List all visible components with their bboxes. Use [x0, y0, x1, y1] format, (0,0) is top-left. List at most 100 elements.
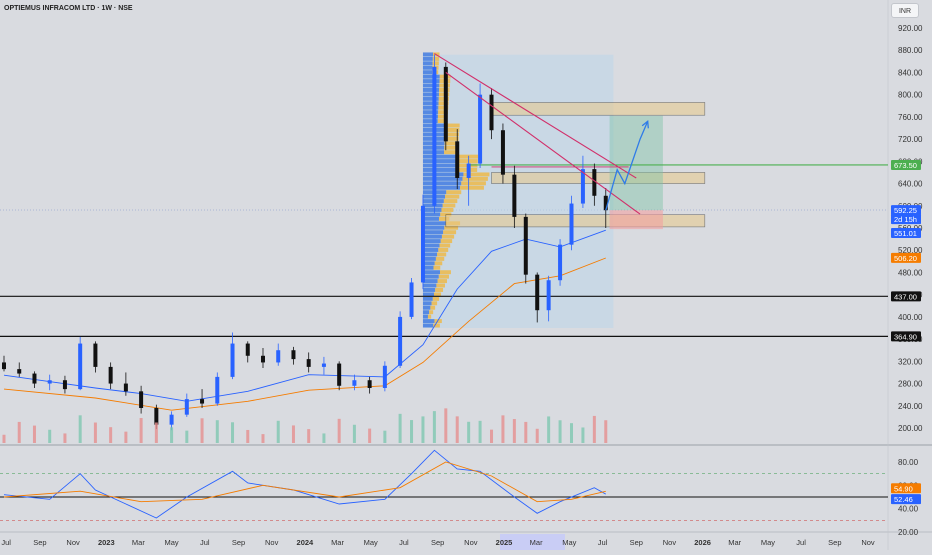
volume-profile-bar — [433, 265, 441, 270]
volume-bar — [307, 429, 311, 443]
volume-bar — [512, 419, 516, 443]
volume-profile-bar — [446, 190, 462, 195]
volume-profile-bar — [422, 252, 438, 257]
volume-bar — [604, 420, 608, 443]
volume-profile-bar — [422, 314, 428, 319]
rsi-series-1 — [3, 449, 607, 519]
projection-arrow-head — [641, 120, 649, 129]
time-tick-label: Jul — [399, 538, 409, 547]
price-tick-label: 800.00 — [898, 91, 923, 100]
volume-bar — [352, 424, 356, 443]
currency-button[interactable]: INR — [891, 3, 919, 18]
candle-body — [546, 280, 551, 311]
volume-bar — [139, 418, 143, 443]
volume-profile-bar — [422, 274, 439, 279]
volume-bar — [2, 434, 6, 443]
volume-profile-bar — [439, 216, 450, 221]
volume-bar — [558, 420, 562, 443]
time-tick-label: Mar — [331, 538, 344, 547]
volume-profile-bar — [444, 225, 459, 230]
volume-profile-bar — [427, 314, 432, 319]
volume-profile-bar — [442, 203, 456, 208]
volume-profile-bar — [436, 283, 446, 288]
candle-body — [420, 205, 425, 283]
candle-body — [398, 316, 403, 366]
candle-body — [17, 369, 22, 374]
time-range-highlight — [500, 534, 565, 550]
volume-profile-bar — [435, 256, 445, 261]
volume-profile-bar — [422, 74, 440, 79]
volume-bar — [455, 416, 459, 443]
candle-body — [276, 350, 281, 363]
time-tick-label: May — [761, 538, 775, 547]
candle-body — [169, 414, 174, 425]
volume-profile-bar — [438, 248, 449, 252]
volume-profile-bar — [441, 234, 455, 239]
price-badge-label: 506.20 — [894, 254, 917, 263]
volume-bar — [322, 433, 326, 443]
time-tick-label: 2023 — [98, 538, 115, 547]
volume-profile-bar — [422, 52, 434, 57]
price-tick-label: 280.00 — [898, 380, 923, 389]
price-tick-label: 480.00 — [898, 268, 923, 277]
volume-profile-bar — [439, 243, 451, 248]
candle-body — [455, 141, 460, 178]
time-tick-label: Sep — [630, 538, 643, 547]
volume-profile-bar — [422, 88, 440, 92]
volume-profile-bar — [440, 239, 453, 244]
candle-body — [32, 373, 37, 384]
volume-profile-bar — [437, 279, 447, 284]
volume-profile-bar — [444, 132, 459, 137]
volume-bar — [398, 413, 402, 443]
candle-body — [580, 169, 585, 204]
volume-bar — [581, 427, 585, 443]
volume-bar — [246, 429, 250, 443]
volume-bar — [200, 418, 204, 443]
price-badge-label: 364.90 — [894, 332, 917, 341]
volume-bar — [185, 430, 189, 443]
volume-profile-bar — [429, 310, 434, 315]
volume-bar — [276, 420, 280, 443]
volume-bar — [592, 415, 596, 443]
volume-profile-bar — [455, 168, 478, 172]
price-tick-label: 640.00 — [898, 180, 923, 189]
candle-body — [154, 408, 159, 425]
trendline-2 — [445, 72, 641, 215]
time-tick-label: Nov — [66, 538, 80, 547]
candle-body — [443, 66, 448, 142]
rsi-tick-label: 40.00 — [898, 505, 919, 514]
volume-profile-bar — [438, 101, 449, 106]
price-badge — [891, 214, 921, 225]
volume-profile-bar — [422, 65, 433, 70]
volume-bar — [569, 423, 573, 443]
candle-body — [215, 376, 220, 404]
price-tick-label: 400.00 — [898, 313, 923, 322]
candle-body — [512, 174, 517, 217]
price-tick-label: 880.00 — [898, 46, 923, 55]
candle-body — [603, 195, 608, 211]
volume-profile-bar — [463, 172, 490, 177]
volume-profile-bar — [431, 301, 438, 306]
candle-body — [47, 380, 52, 384]
volume-profile-bar — [422, 221, 446, 226]
time-tick-label: 2025 — [496, 538, 513, 547]
volume-profile-bar — [422, 105, 439, 110]
volume-profile-bar — [422, 248, 439, 252]
volume-profile-bar — [422, 159, 457, 164]
time-tick-label: May — [562, 538, 576, 547]
volume-bar — [261, 434, 265, 443]
projection-stop-area — [609, 210, 663, 230]
candle-body — [352, 380, 357, 386]
volume-profile-bar — [444, 136, 459, 141]
volume-profile-bar — [422, 83, 440, 88]
volume-bar — [410, 420, 414, 443]
volume-profile-bar — [434, 319, 442, 324]
price-badge-label: 2d 15h — [894, 215, 917, 224]
volume-profile-bar — [445, 194, 460, 199]
volume-bar — [17, 421, 21, 443]
volume-profile-bar — [433, 292, 442, 297]
time-tick-label: May — [164, 538, 178, 547]
candle-body — [321, 363, 326, 367]
